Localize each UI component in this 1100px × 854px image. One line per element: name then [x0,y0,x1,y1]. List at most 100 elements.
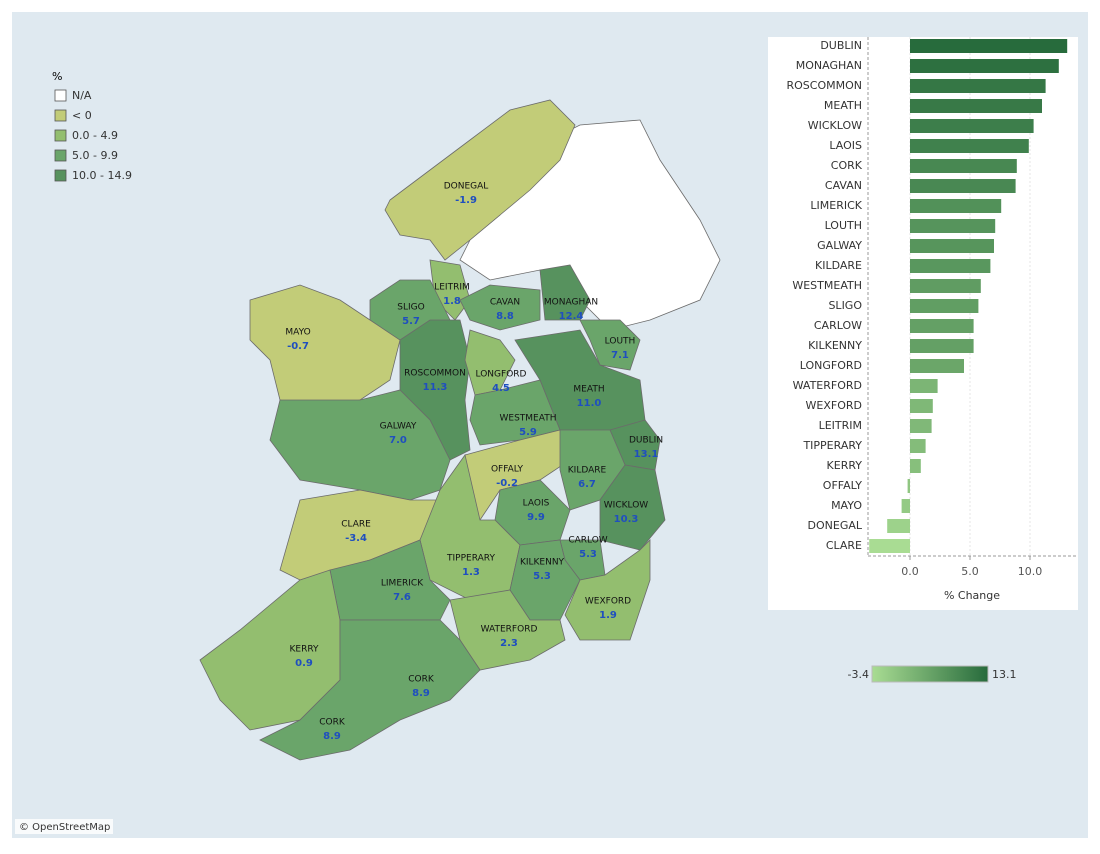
y-tick-label: MONAGHAN [796,59,862,72]
county-name: OFFALY [491,465,524,475]
county-name: LONGFORD [476,370,527,380]
county-value: 1.9 [599,610,617,621]
y-tick-label: MAYO [831,499,862,512]
y-tick-label: WESTMEATH [792,279,862,292]
y-tick-label: KILDARE [815,259,862,272]
bar [910,439,926,453]
bar [910,319,974,333]
bar [910,99,1042,113]
county-name: KILDARE [568,466,607,476]
county [564,539,651,641]
y-tick-label: LAOIS [829,139,862,152]
county-value: 5.3 [533,571,551,582]
county-name: CORK [319,718,346,728]
county-value: 2.3 [500,638,518,649]
county [249,284,401,411]
county-name: DUBLIN [629,436,663,446]
y-tick-label: KILKENNY [808,339,862,352]
bar [910,339,974,353]
legend-swatch [54,109,67,122]
legend-title: % [52,70,62,83]
x-tick-label: 10.0 [1018,565,1043,578]
county-value: -0.2 [496,478,518,489]
county-value: 11.0 [577,398,602,409]
bar [910,59,1059,73]
county-value: 5.7 [402,316,420,327]
bar [910,139,1029,153]
county-value: 10.3 [614,514,639,525]
y-tick-label: WICKLOW [808,119,862,132]
county-value: 1.8 [443,296,461,307]
y-tick-label: CARLOW [814,319,862,332]
county-value: 8.9 [323,731,341,742]
y-tick-label: LONGFORD [800,359,862,372]
legend-swatch [54,89,67,102]
county-name: SLIGO [397,303,424,313]
y-tick-label: DUBLIN [820,39,862,52]
county-name: LIMERICK [381,579,424,589]
county-value: 11.3 [423,382,448,393]
y-tick-label: GALWAY [817,239,862,252]
y-tick-label: LIMERICK [810,199,862,212]
bar [910,219,996,233]
credit: © OpenStreetMap [19,822,110,833]
county-name: DONEGAL [444,182,489,192]
y-tick-label: DONEGAL [808,519,863,532]
county-name: CARLOW [568,536,607,546]
county [259,619,481,761]
y-tick-label: CAVAN [825,179,862,192]
bar [910,279,981,293]
county-name: WATERFORD [481,625,538,635]
county [459,284,541,331]
legend-swatch [54,149,67,162]
county-name: CORK [408,675,435,685]
bar [910,399,933,413]
county-name: WICKLOW [604,501,649,511]
bar [887,519,910,533]
y-tick-label: CORK [831,159,863,172]
legend-swatch [54,129,67,142]
county-value: 4.5 [492,383,510,394]
county-value: 7.0 [389,435,407,446]
county-name: KILKENNY [520,558,565,568]
bar [910,39,1068,53]
county-value: -1.9 [455,195,477,206]
county-value: 8.8 [496,311,514,322]
bar [910,199,1002,213]
county-value: 1.3 [462,567,480,578]
county-name: LOUTH [605,337,636,347]
y-tick-label: ROSCOMMON [787,79,863,92]
legend-swatch [54,169,67,182]
county-value: 12.4 [559,311,584,322]
county-name: LAOIS [523,499,550,509]
bar-chart: 0.0 5.0 10.0 DUBLIN MONAGHAN ROSCOMMON MEATH WI… [787,37,1078,683]
y-tick-label: LOUTH [825,219,862,232]
map [199,99,721,761]
county-name: MEATH [573,385,604,395]
y-tick-label: SLIGO [828,299,862,312]
county-value: 0.9 [295,658,313,669]
county-name: MAYO [285,328,310,338]
county-value: 7.1 [611,350,629,361]
bar [910,419,932,433]
county [579,319,641,371]
y-tick-label: WEXFORD [806,399,862,412]
credit-box [15,819,113,834]
map-legend: % N/A < 0 0.0 - 4.9 5.0 - 9.9 10.0 - 14.9 [52,70,132,182]
county-name: MONAGHAN [544,298,598,308]
county-value: 5.3 [579,549,597,560]
county-value: -3.4 [345,533,367,544]
county-name: CLARE [341,520,371,530]
y-tick-label: LEITRIM [819,419,862,432]
bar [901,499,910,513]
x-axis-title: % Change [944,589,1000,602]
bar [907,479,910,493]
county [539,264,591,321]
y-tick-label: CLARE [826,539,862,552]
county-labels: DONEGAL -1.9 LEITRIM 1.8 SLIGO 5.7 CAVAN 8.8 MON… [285,182,663,743]
county-name: TIPPERARY [446,554,495,564]
county-value: -0.7 [287,341,309,352]
y-tick-label: WATERFORD [793,379,862,392]
color-legend-max: 13.1 [992,668,1017,681]
